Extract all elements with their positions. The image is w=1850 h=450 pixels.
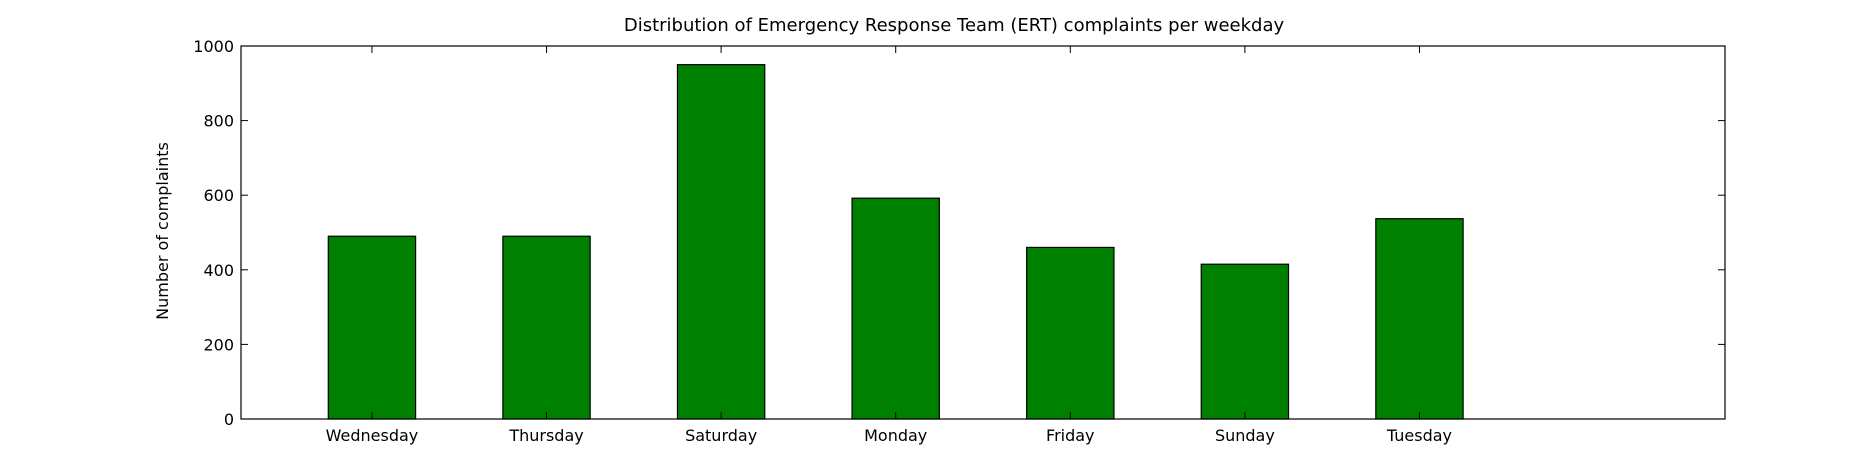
- y-tick-label: 600: [203, 186, 234, 205]
- bar-saturday: [676, 64, 766, 420]
- bar-wednesday: [327, 235, 417, 420]
- bar-thursday: [502, 235, 591, 420]
- y-tick-label: 200: [203, 335, 234, 354]
- x-tick-label-monday: Monday: [864, 426, 927, 445]
- chart-title: Distribution of Emergency Response Team …: [624, 15, 1285, 36]
- x-tick-label-tuesday: Tuesday: [1386, 426, 1452, 445]
- x-tick-label-thursday: Thursday: [508, 426, 583, 445]
- y-tick-label: 1000: [193, 37, 234, 56]
- bar-friday: [1026, 246, 1115, 420]
- x-tick-label-saturday: Saturday: [685, 426, 757, 445]
- plot-area: 0 200 400 600 800 1000 Wednesday Thursday Saturd…: [193, 37, 1726, 445]
- y-tick-label: 800: [203, 112, 234, 131]
- x-tick-label-friday: Friday: [1046, 426, 1095, 445]
- y-axis-label: Number of complaints: [153, 142, 172, 320]
- x-tick-label-wednesday: Wednesday: [326, 426, 419, 445]
- bar-sunday: [1200, 263, 1290, 420]
- y-tick-label: 0: [224, 410, 234, 429]
- bar-tuesday: [1375, 218, 1464, 420]
- plot-frame: [240, 45, 1726, 420]
- x-tick-label-sunday: Sunday: [1215, 426, 1275, 445]
- bar-monday: [851, 197, 940, 420]
- y-tick-label: 400: [203, 261, 234, 280]
